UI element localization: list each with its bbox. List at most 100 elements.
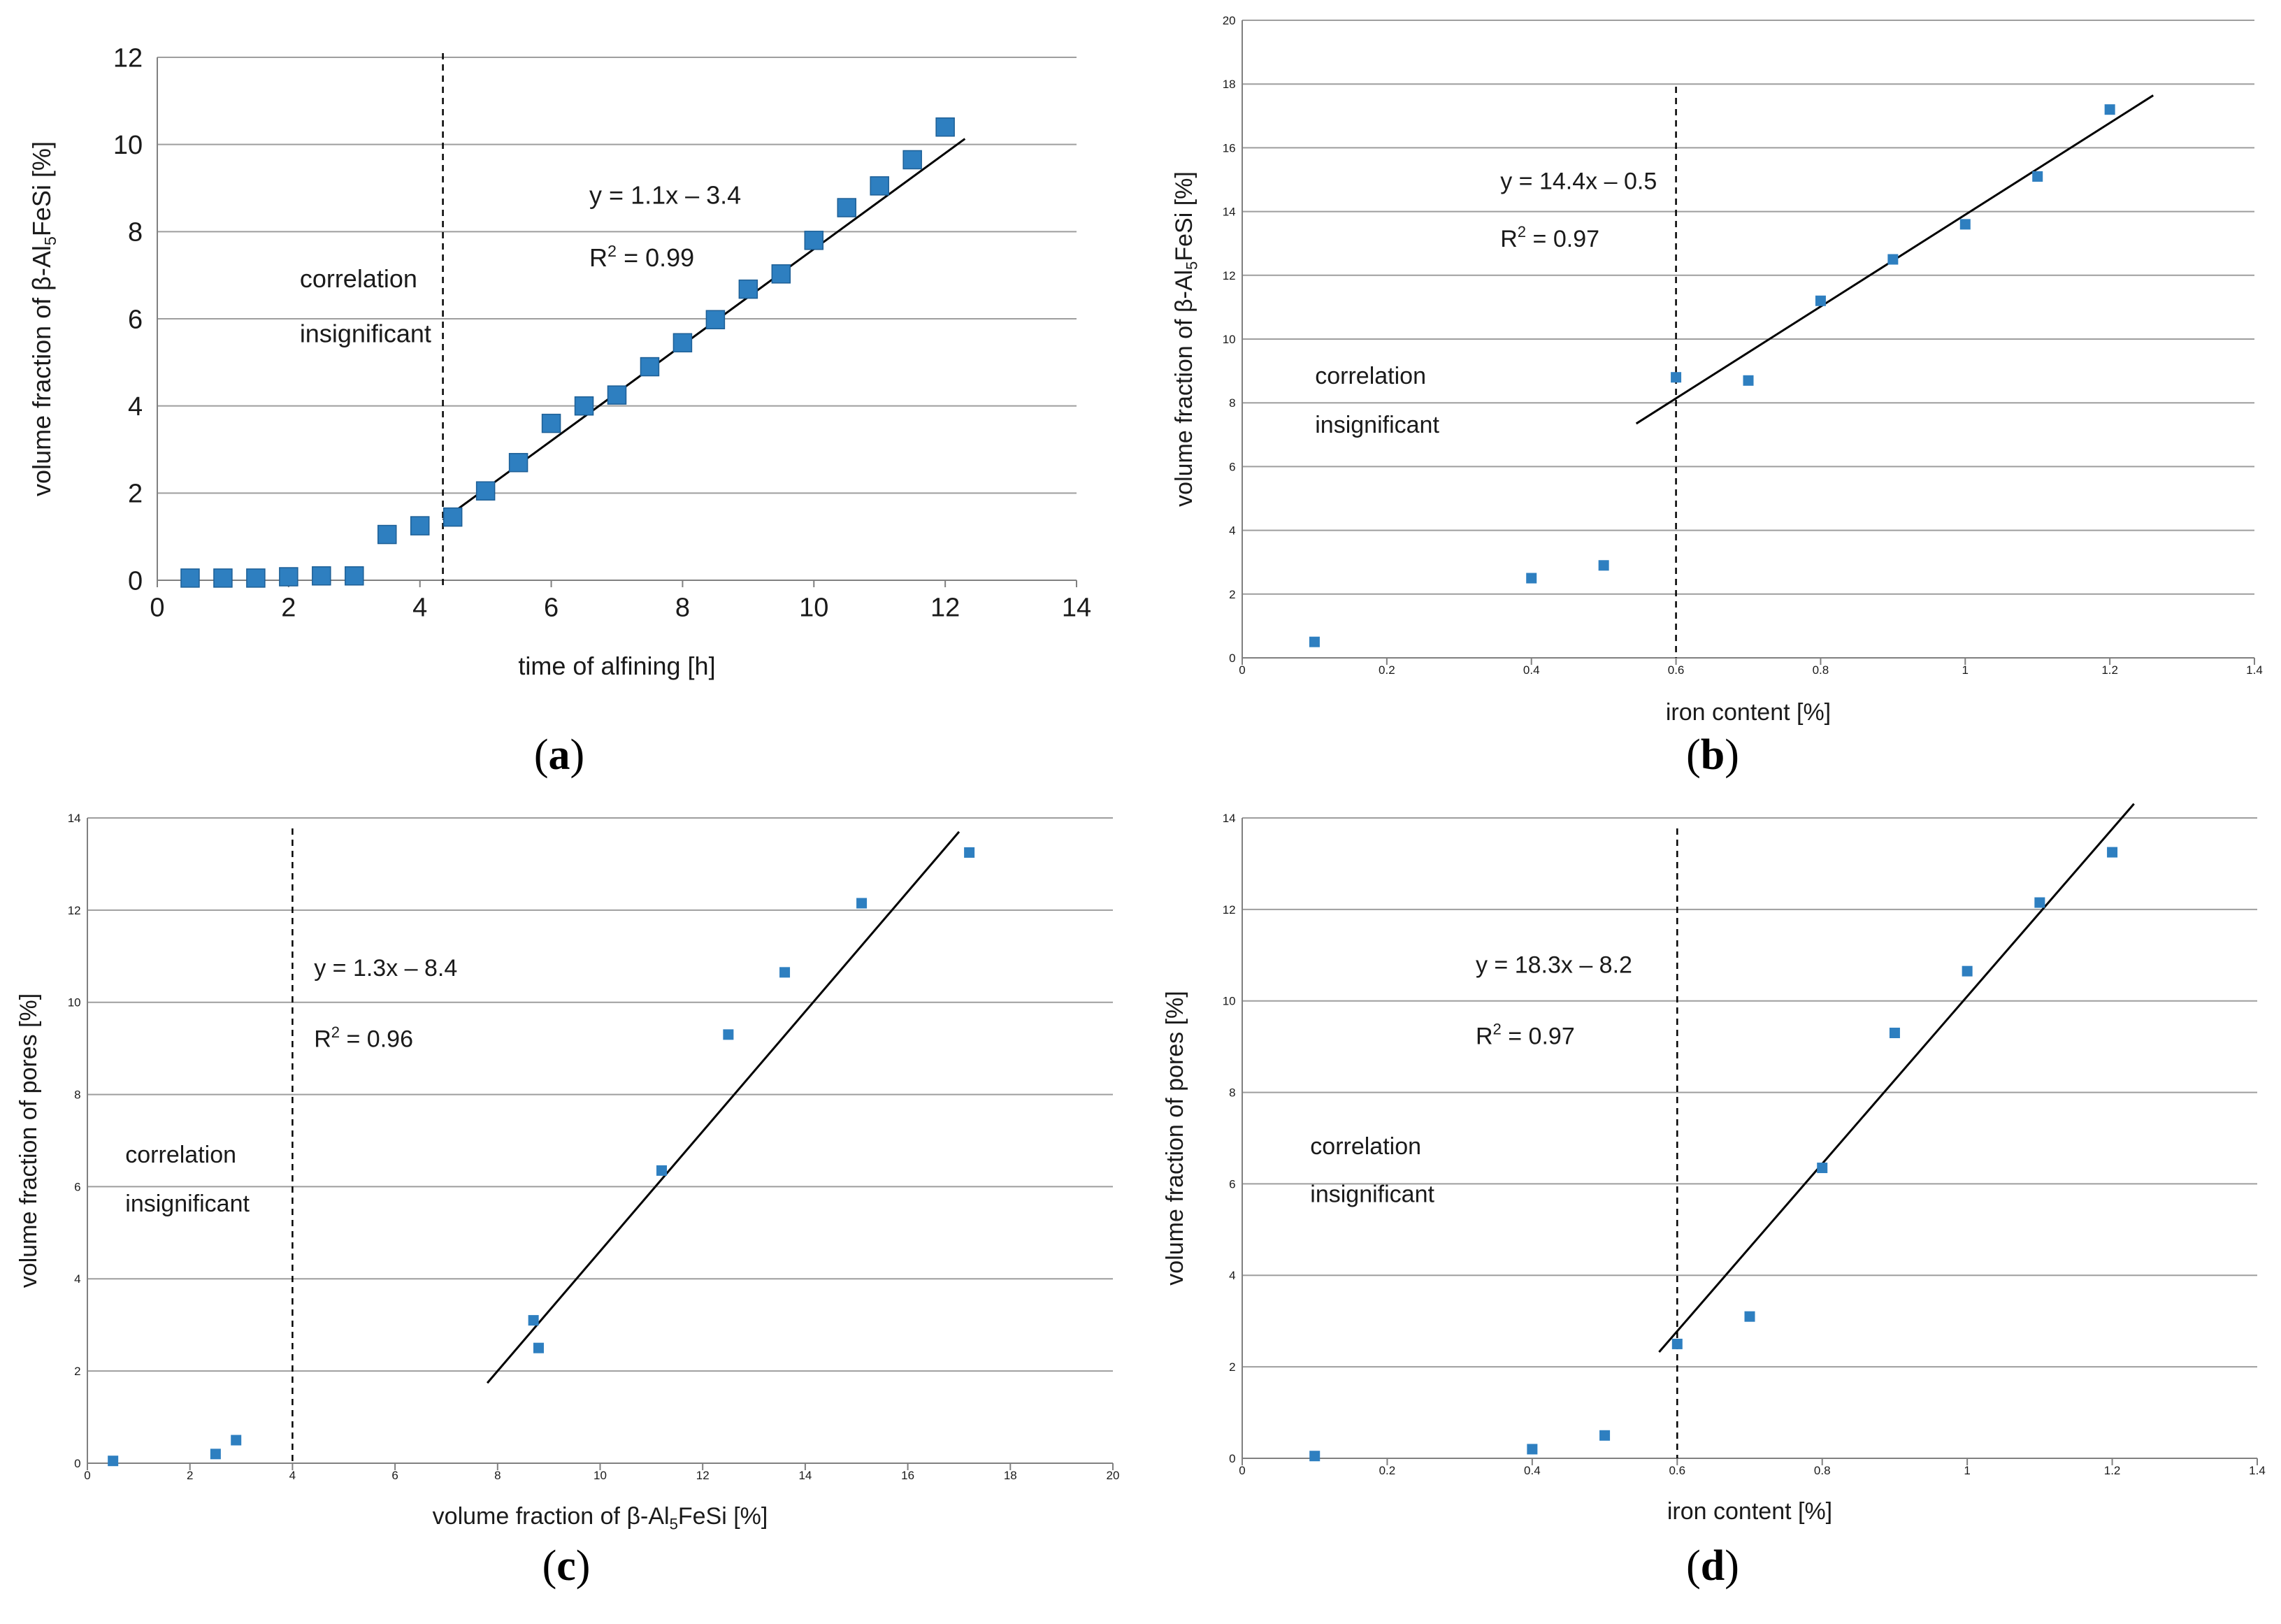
panel-label: (b) [1686,731,1739,779]
data-point [771,264,791,284]
y-tick-label: 4 [1229,1269,1235,1282]
x-tick-label: 0.4 [1524,1464,1541,1477]
data-point [475,481,496,501]
x-tick-label: 10 [593,1469,607,1482]
y-tick-label: 2 [128,480,143,509]
data-point [533,1342,544,1353]
annotation-correlation: correlation [1310,1133,1421,1160]
y-tick-label: 10 [68,996,81,1009]
panel-c: 0 2 4 6 8 10 12 14 0 2 4 6 8 10 12 14 16 18 20 y = 1.3x – 8… [15,812,1119,1590]
y-tick-label: 14 [1223,812,1236,825]
x-tick-label: 8 [675,593,690,622]
y-tick-label: 6 [1229,460,1235,473]
x-tick-label: 1 [1964,1464,1970,1477]
y-tick-label: 4 [74,1272,80,1286]
data-point [1959,219,1971,230]
panel-label: (d) [1686,1542,1739,1590]
data-point [1671,1338,1683,1349]
panel-label: (c) [542,1542,591,1590]
y-tick-label: 2 [1229,588,1235,601]
data-point [213,568,233,588]
data-point [108,1456,119,1467]
panel-b: 0 2 4 6 8 10 12 14 16 18 20 0 0.2 0.4 0.6 0.8 1 1.2 1.4 y =… [1171,14,2263,779]
x-tick-label: 14 [1062,593,1091,622]
x-tick-label: 1.2 [2101,663,2118,677]
y-tick-label: 0 [74,1457,80,1470]
y-tick-label: 10 [1223,333,1236,346]
data-point [180,568,200,588]
data-point [1889,1028,1900,1039]
data-point [210,1449,221,1460]
r-squared: R2 = 0.99 [589,242,694,272]
y-axis-title: volume fraction of β-Al5FeSi [%] [1171,171,1200,507]
x-tick-label: 12 [696,1469,710,1482]
x-tick-label: 0.8 [1813,663,1829,677]
data-point [2104,104,2115,115]
data-point [935,117,955,137]
data-point [779,967,791,978]
panel-a: 0 2 4 6 8 10 12 0 2 4 6 8 10 12 14 y = 1.1x – 3.4 R2 = 0… [27,43,1091,779]
r-squared: R2 = 0.96 [314,1023,413,1053]
y-tick-label: 6 [1229,1177,1235,1191]
data-point [231,1435,242,1446]
annotation-correlation: correlation [1315,363,1426,389]
data-point [2034,897,2045,908]
data-point [672,333,693,353]
data-point [1743,375,1754,386]
x-tick-label: 4 [412,593,427,622]
data-point [2032,171,2043,182]
regression-equation: y = 18.3x – 8.2 [1476,952,1632,979]
data-point [279,567,298,587]
data-point [856,898,868,909]
x-tick-label: 16 [901,1469,914,1482]
y-tick-label: 0 [128,566,143,596]
x-tick-label: 1 [1962,663,1969,677]
annotation-insignificant: insignificant [125,1191,250,1217]
data-point [1815,295,1826,306]
x-tick-label: 0.4 [1523,663,1540,677]
x-tick-label: 0 [1239,1464,1245,1477]
data-point [1309,1451,1321,1462]
y-tick-label: 12 [113,43,143,73]
x-tick-label: 18 [1004,1469,1017,1482]
y-tick-label: 10 [1223,995,1236,1008]
x-tick-label: 0.6 [1668,663,1685,677]
data-point [410,516,430,536]
data-point [656,1165,668,1176]
annotation-insignificant: insignificant [1310,1181,1434,1208]
data-point [1598,560,1609,571]
data-point [2107,847,2118,858]
y-tick-label: 14 [1223,206,1236,219]
regression-line [486,831,960,1384]
data-point [1599,1430,1611,1441]
data-point [723,1029,734,1040]
y-tick-label: 6 [128,305,143,334]
x-axis-title: volume fraction of β-Al5FeSi [%] [433,1503,768,1532]
data-point [964,847,975,858]
annotation-insignificant: insignificant [300,319,431,348]
data-point [837,198,856,217]
y-tick-label: 12 [68,904,81,917]
regression-line [442,138,966,521]
data-point [870,176,889,196]
data-point [1887,254,1899,265]
x-tick-label: 2 [281,593,296,622]
y-tick-label: 8 [128,218,143,247]
y-tick-label: 20 [1223,14,1236,27]
x-tick-label: 0 [150,593,164,622]
panel-label: (a) [534,731,584,779]
y-axis-title: volume fraction of β-Al5FeSi [%] [27,141,59,496]
x-tick-label: 6 [544,593,559,622]
panel-d: 0 2 4 6 8 10 12 14 0 0.2 0.4 0.6 0.8 1 1.2 1.4 y = 18.3x… [1162,803,2266,1590]
annotation-insignificant: insignificant [1315,412,1439,438]
data-point [1962,965,1973,977]
data-point [1527,1444,1538,1455]
x-tick-label: 14 [798,1469,812,1482]
x-tick-label: 0 [84,1469,90,1482]
x-tick-label: 1.2 [2104,1464,2121,1477]
data-point [442,507,463,527]
data-point [1526,573,1537,584]
data-point [1817,1163,1828,1174]
y-tick-label: 14 [68,812,81,825]
x-tick-label: 0.2 [1379,1464,1396,1477]
